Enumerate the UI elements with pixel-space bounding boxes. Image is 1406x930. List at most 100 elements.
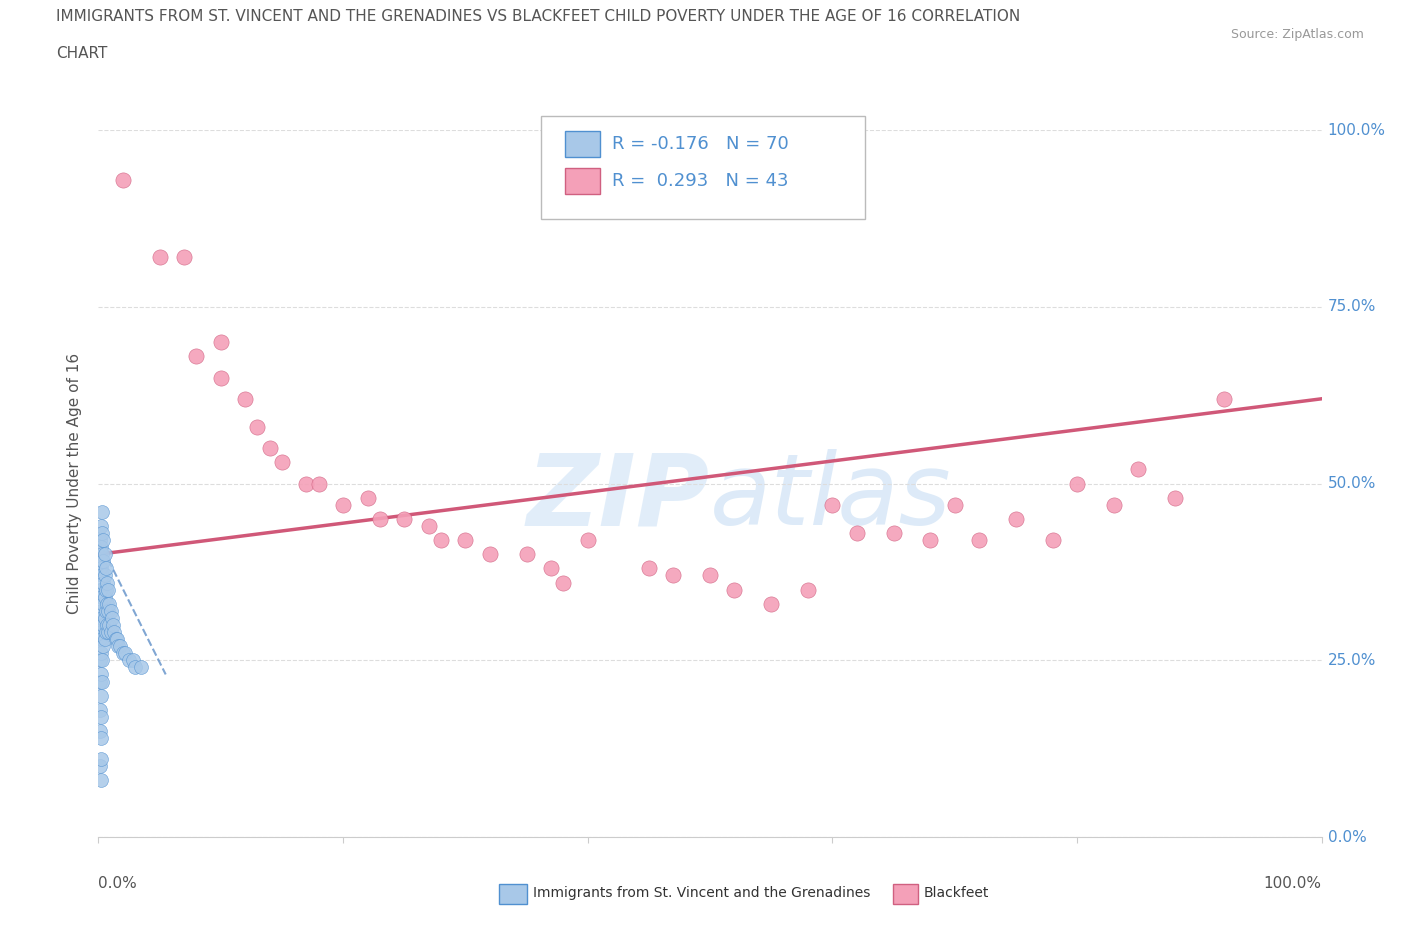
Point xyxy=(454,533,477,548)
Point xyxy=(96,618,118,632)
Point xyxy=(91,504,114,519)
Point xyxy=(110,639,132,654)
Point xyxy=(392,512,416,526)
Point xyxy=(93,568,115,583)
Point xyxy=(90,751,112,766)
Point xyxy=(90,773,112,788)
Point xyxy=(637,561,661,576)
Point xyxy=(93,631,115,646)
Point xyxy=(101,610,124,625)
Point xyxy=(93,547,115,562)
Text: 25.0%: 25.0% xyxy=(1327,653,1376,668)
Text: R = -0.176   N = 70: R = -0.176 N = 70 xyxy=(612,135,789,153)
Point xyxy=(100,604,122,618)
Text: IMMIGRANTS FROM ST. VINCENT AND THE GRENADINES VS BLACKFEET CHILD POVERTY UNDER : IMMIGRANTS FROM ST. VINCENT AND THE GREN… xyxy=(56,9,1021,24)
Point xyxy=(96,575,118,590)
Point xyxy=(91,596,114,611)
Point xyxy=(662,568,685,583)
Point xyxy=(89,631,111,646)
Point xyxy=(761,596,783,611)
Point xyxy=(332,498,354,512)
Text: 100.0%: 100.0% xyxy=(1264,876,1322,891)
Point xyxy=(821,498,844,512)
Point xyxy=(356,490,378,505)
Point xyxy=(91,554,114,569)
Point xyxy=(430,533,453,548)
Point xyxy=(101,618,124,632)
Point xyxy=(93,590,115,604)
Point xyxy=(91,525,114,540)
Point xyxy=(308,476,330,491)
Point xyxy=(111,645,134,660)
Text: R =  0.293   N = 43: R = 0.293 N = 43 xyxy=(612,172,789,191)
Point xyxy=(94,582,117,597)
Point xyxy=(246,419,269,434)
Point xyxy=(90,710,112,724)
Point xyxy=(93,610,115,625)
Point xyxy=(295,476,318,491)
Text: 0.0%: 0.0% xyxy=(98,876,138,891)
Text: 75.0%: 75.0% xyxy=(1327,299,1376,314)
Y-axis label: Child Poverty Under the Age of 16: Child Poverty Under the Age of 16 xyxy=(67,353,83,614)
Point xyxy=(540,561,562,576)
Point xyxy=(105,631,128,646)
Point xyxy=(97,582,120,597)
Point xyxy=(173,250,195,265)
Point xyxy=(97,625,120,640)
Text: CHART: CHART xyxy=(56,46,108,61)
Text: Source: ZipAtlas.com: Source: ZipAtlas.com xyxy=(1230,28,1364,41)
Text: 100.0%: 100.0% xyxy=(1327,123,1386,138)
Point xyxy=(89,724,111,738)
Point xyxy=(103,625,125,640)
Point xyxy=(121,653,143,668)
Text: 0.0%: 0.0% xyxy=(1327,830,1367,844)
Point xyxy=(270,455,294,470)
Point xyxy=(107,639,129,654)
Point xyxy=(89,759,111,774)
Point xyxy=(89,653,111,668)
Point xyxy=(1066,476,1088,491)
Point xyxy=(209,335,232,350)
Point xyxy=(98,618,121,632)
Point xyxy=(90,561,112,576)
Point xyxy=(111,172,134,187)
Point xyxy=(723,582,745,597)
Point xyxy=(233,392,256,406)
Point xyxy=(845,525,868,540)
Point xyxy=(1212,392,1234,406)
Text: Immigrants from St. Vincent and the Grenadines: Immigrants from St. Vincent and the Gren… xyxy=(533,885,870,900)
Point xyxy=(94,604,117,618)
Point xyxy=(515,547,537,562)
Point xyxy=(90,625,112,640)
Point xyxy=(1128,462,1150,477)
Point xyxy=(943,498,966,512)
Point xyxy=(883,525,905,540)
Point xyxy=(104,631,127,646)
Point xyxy=(118,653,141,668)
Point xyxy=(91,590,114,604)
Point xyxy=(91,639,114,654)
Point xyxy=(797,582,820,597)
Point xyxy=(98,596,121,611)
Point xyxy=(90,519,112,534)
Point xyxy=(91,653,114,668)
Point xyxy=(186,349,208,364)
Text: ZIP: ZIP xyxy=(527,449,710,546)
Point xyxy=(97,604,120,618)
Point xyxy=(90,539,112,554)
Point xyxy=(91,631,114,646)
Point xyxy=(90,667,112,682)
Point xyxy=(89,533,111,548)
Point xyxy=(149,250,172,265)
Text: Blackfeet: Blackfeet xyxy=(924,885,988,900)
Point xyxy=(90,645,112,660)
Point xyxy=(920,533,942,548)
Point xyxy=(91,547,114,562)
Point xyxy=(89,582,111,597)
Point xyxy=(259,441,281,456)
Text: 50.0%: 50.0% xyxy=(1327,476,1376,491)
Point xyxy=(967,533,990,548)
Point xyxy=(91,533,114,548)
Point xyxy=(1042,533,1064,548)
Point xyxy=(576,533,599,548)
